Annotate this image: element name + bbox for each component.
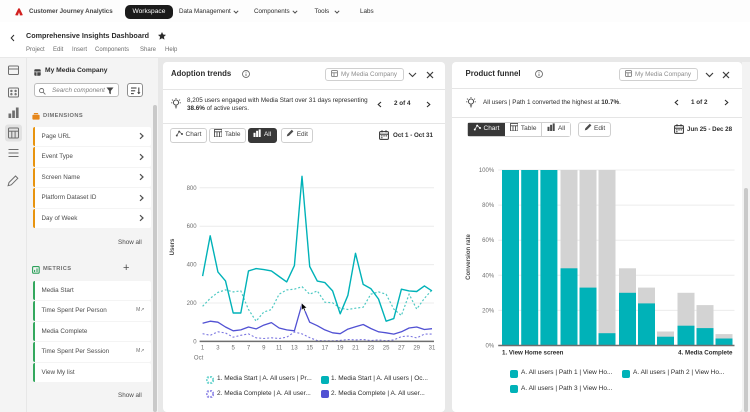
svg-text:80%: 80% [482,203,495,209]
svg-text:4. Media Complete: 4. Media Complete [678,350,733,357]
svg-text:21: 21 [352,345,359,351]
svg-text:25: 25 [383,345,390,351]
svg-text:20%: 20% [482,308,495,314]
svg-text:15: 15 [306,345,313,351]
svg-text:1: 1 [201,345,205,351]
svg-text:40%: 40% [482,273,495,279]
svg-text:13: 13 [291,345,298,351]
svg-text:11: 11 [276,345,283,351]
svg-text:9: 9 [262,345,266,351]
svg-text:600: 600 [187,224,198,230]
svg-text:27: 27 [398,345,405,351]
svg-text:100%: 100% [479,168,495,174]
svg-text:0%: 0% [486,344,495,350]
svg-text:0: 0 [193,339,197,345]
svg-text:Oct: Oct [194,355,204,361]
svg-text:7: 7 [247,345,251,351]
svg-text:800: 800 [187,186,198,192]
svg-text:29: 29 [413,345,420,351]
svg-text:3: 3 [216,345,220,351]
svg-text:60%: 60% [482,238,495,244]
svg-text:23: 23 [367,345,374,351]
svg-text:400: 400 [187,263,198,269]
svg-text:19: 19 [337,345,344,351]
svg-text:200: 200 [187,301,198,307]
svg-text:31: 31 [429,345,436,351]
svg-text:1. View Home screen: 1. View Home screen [502,350,564,357]
svg-text:5: 5 [232,345,236,351]
svg-text:17: 17 [322,345,329,351]
